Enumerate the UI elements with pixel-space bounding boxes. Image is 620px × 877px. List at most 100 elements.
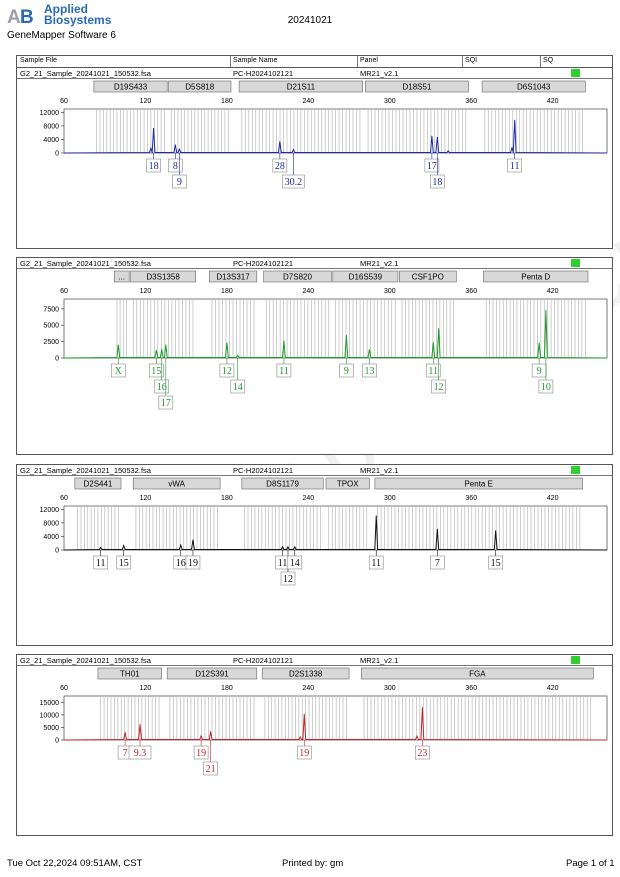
applied-biosystems-logo-icon: A B [7,7,34,26]
plot-area [63,695,608,741]
allele-call-label: 15 [119,558,129,569]
peak-point [436,528,438,530]
brand-line-1: Applied [44,2,88,16]
peak-point [511,147,513,149]
allele-call-label: 9 [177,177,182,188]
x-tick-label: 60 [60,685,68,692]
x-tick-label: 360 [465,495,477,502]
peak-point [375,515,377,517]
allele-call-box [219,363,235,378]
marker-label: D8S1179 [266,480,299,489]
y-tick-label: 5000 [43,725,59,732]
quality-flag-icon [571,466,580,474]
allele-call-label: 18 [432,177,442,188]
marker-bar-vwa [132,477,221,490]
peak-point [165,344,167,346]
peak-point [180,544,182,546]
allele-call-label: 28 [275,161,285,172]
peak-point [279,141,281,142]
y-tick-label: 4000 [43,534,59,541]
marker-bar-d21s11 [238,80,363,93]
y-tick-label: 10000 [40,712,60,719]
peak-point [545,309,547,311]
allele-call-label: 11 [428,366,438,377]
allele-call-label: 9 [344,366,349,377]
marker-bar-d16s539 [332,270,399,283]
y-tick-label: 15000 [40,700,60,707]
allele-call-box [282,174,305,189]
sample-info-row: G2_21_Sample_20241021_150532.fsa PC-H202… [17,655,612,666]
allele-call-label: 19 [196,748,206,759]
sample-file-name: G2_21_Sample_20241021_150532.fsa [20,656,151,665]
allele-call-box [296,745,312,760]
allele-call-label: 9 [537,366,542,377]
peak-point [117,344,119,346]
allele-call-box [272,158,288,173]
allele-call-box [154,379,170,394]
peak-point [155,349,157,351]
x-tick-label: 180 [221,685,233,692]
allele-call-label: 30.2 [285,177,303,188]
allele-call-box [430,555,445,570]
marker-bar-d12s391 [166,667,258,680]
y-tick-label: 4000 [43,137,59,144]
marker-bar-d5s818 [168,80,232,93]
y-tick-label: 2500 [43,339,59,346]
allele-call-box [424,158,440,173]
x-tick-label: 60 [60,495,68,502]
svg-text:B: B [20,7,34,26]
x-tick-label: 360 [465,685,477,692]
allele-call-box [362,363,377,378]
x-tick-label: 240 [303,685,315,692]
allele-call-box [111,363,126,378]
peak-point [294,546,296,548]
allele-call-label: 19 [188,558,198,569]
allele-call-box [93,555,108,570]
peak-point [100,547,102,549]
allele-call-label: 12 [283,574,293,585]
y-tick-label: 0 [55,738,59,745]
allele-call-box [538,379,554,394]
peak-point [153,127,154,129]
marker-label: Penta E [464,480,492,489]
allele-call-label: 8 [173,161,178,172]
peak-point [200,735,202,737]
svg-text:A: A [7,7,21,26]
allele-call-box [488,555,503,570]
chart-svg-green: ... D3S1358 D13S317 D7S820 D16S539 CSF1PO Pent… [43,270,608,410]
allele-call-box [193,745,209,760]
allele-call-box [158,395,174,410]
x-tick-label: 180 [221,288,233,295]
allele-call-label: 16 [157,382,167,393]
peak-point [432,341,434,343]
allele-call-label: 11 [279,366,289,377]
x-tick-label: 120 [140,495,152,502]
sample-name: PC-H2024102121 [233,656,294,665]
x-tick-label: 360 [465,98,477,105]
peak-point [287,546,289,548]
allele-call-label: 18 [149,161,159,172]
peak-point [293,149,294,151]
allele-call-label: 7 [123,748,128,759]
allele-call-box [507,158,522,173]
chart-svg-black: D2S441 vWA D8S1179 TPOX Penta E60 120 180 240 30… [40,477,608,586]
allele-call-box [368,555,384,570]
marker-bar-d19s433 [93,80,168,93]
x-tick-label: 240 [303,495,315,502]
marker-bar-d18s51 [365,80,469,93]
panel-name: MR21_v2.1 [360,466,399,475]
allele-call-label: 14 [290,558,300,569]
x-tick-label: 300 [384,98,396,105]
x-tick-label: 60 [60,288,68,295]
marker-label: vWA [168,480,185,489]
x-tick-label: 120 [140,685,152,692]
marker-label: TPOX [337,480,359,489]
peak-point [438,328,440,329]
chart-svg-red: TH01 D12S391 D2S1338 FGA 60 120 180 240 300 360 42… [40,667,608,776]
allele-call-label: 10 [541,382,551,393]
allele-call-box [431,379,446,394]
x-tick-label: 120 [140,288,152,295]
allele-call-box [116,555,132,570]
marker-label: FGA [469,670,486,679]
peak-point [514,119,516,121]
